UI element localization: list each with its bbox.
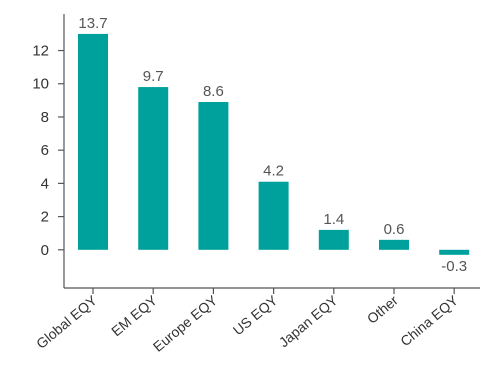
y-tick-label: 2: [41, 209, 49, 226]
y-tick-label: 4: [41, 175, 49, 192]
bar: [439, 249, 470, 255]
y-tick-label: 10: [32, 76, 49, 93]
data-labels: 13.7 9.7 8.6 4.2 1.4 0.6 -0.3: [78, 15, 467, 275]
bar: [258, 181, 289, 250]
category-label: China EQY: [397, 292, 461, 350]
bar: [198, 102, 229, 250]
y-tick-label: 0: [41, 242, 49, 259]
y-tick-label: 12: [32, 43, 49, 60]
category-label: US EQY: [230, 292, 281, 339]
y-axis: 0 2 4 6 8 10 12: [32, 14, 65, 288]
bars: [78, 33, 470, 255]
category-label: EM EQY: [108, 292, 161, 340]
y-tick-label: 6: [41, 142, 49, 159]
data-label: 9.7: [143, 68, 164, 85]
category-label: Other: [364, 292, 401, 327]
data-label: -0.3: [441, 258, 467, 275]
data-label: 4.2: [263, 163, 284, 180]
bar: [138, 87, 169, 250]
bar: [78, 33, 108, 250]
bar: [379, 239, 409, 250]
x-axis: [64, 287, 480, 294]
data-label: 13.7: [78, 15, 107, 32]
data-label: 0.6: [384, 221, 405, 238]
data-label: 1.4: [323, 211, 344, 228]
category-label: Japan EQY: [276, 292, 342, 351]
data-label: 8.6: [203, 83, 224, 100]
bar: [318, 229, 349, 250]
category-label: Global EQY: [33, 292, 100, 352]
category-label: Europe EQY: [150, 292, 221, 355]
y-tick-label: 8: [41, 109, 49, 126]
